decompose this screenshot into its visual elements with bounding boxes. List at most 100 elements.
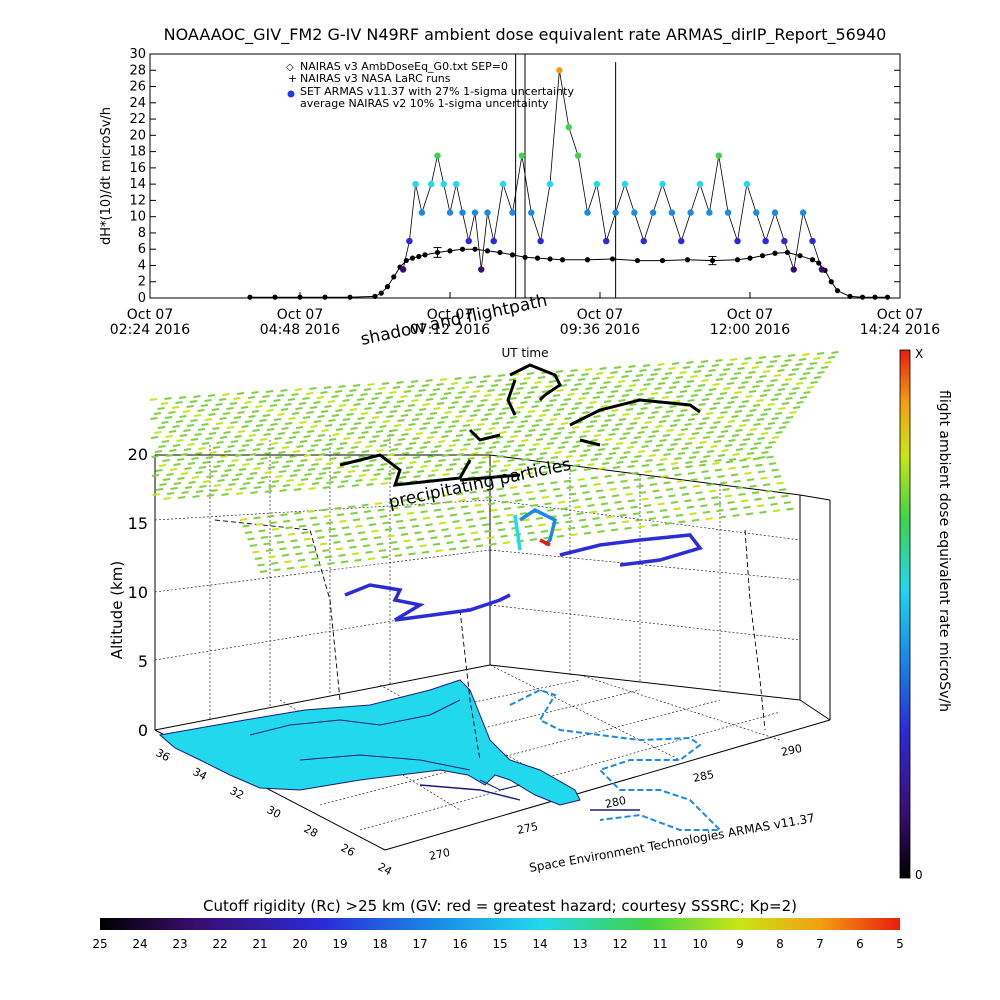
particle-mark [623, 451, 631, 454]
particle-mark [320, 508, 329, 512]
particle-mark [480, 399, 488, 402]
particle-mark [379, 425, 387, 428]
particle-mark [286, 566, 295, 570]
particle-mark [570, 388, 579, 391]
particle-mark [414, 531, 422, 535]
particle-mark [184, 486, 193, 489]
particle-mark [189, 400, 198, 403]
particle-mark [543, 466, 552, 469]
particle-mark [650, 373, 658, 376]
particle-mark [627, 465, 635, 468]
particle-mark [640, 407, 648, 410]
series-group [247, 54, 891, 300]
particle-mark [517, 425, 525, 428]
particle-mark [269, 521, 277, 525]
armas-point [412, 180, 419, 188]
particle-mark [806, 386, 815, 389]
particle-mark [706, 450, 715, 453]
particle-mark [268, 485, 276, 488]
particle-mark [313, 420, 322, 423]
particle-mark [486, 536, 495, 540]
particle-mark [767, 403, 775, 406]
particle-mark [571, 426, 580, 429]
particle-mark [762, 483, 771, 487]
particle-mark [150, 417, 158, 420]
particle-mark [343, 437, 351, 440]
particle-mark [508, 378, 517, 381]
particle-mark [323, 514, 331, 518]
rigidity-tick-label: 19 [332, 937, 347, 951]
particle-mark [466, 438, 475, 441]
particle-mark [227, 445, 235, 448]
particle-mark [419, 446, 428, 449]
particle-mark [774, 412, 783, 415]
particle-mark [473, 537, 481, 541]
particle-mark [525, 490, 534, 494]
particle-mark [513, 430, 522, 433]
particle-mark [605, 515, 614, 519]
particle-mark [422, 422, 431, 425]
particle-mark [469, 395, 477, 398]
particle-mark [594, 453, 602, 456]
particle-mark [378, 406, 387, 409]
particle-mark [373, 536, 382, 540]
particle-mark [315, 477, 323, 480]
particle-mark [431, 469, 439, 472]
particle-mark [756, 399, 764, 402]
particle-mark [619, 513, 627, 517]
particle-mark [545, 385, 553, 388]
particle-mark [314, 529, 323, 533]
particle-mark [427, 455, 435, 458]
particle-mark [198, 466, 207, 469]
lat-tick-label: 36 [154, 746, 172, 764]
rigidity-tick-label: 17 [412, 937, 427, 951]
particle-mark [572, 464, 581, 467]
particle-mark [656, 463, 664, 466]
particle-mark [758, 356, 767, 359]
particle-mark [733, 372, 742, 375]
particle-mark [774, 393, 782, 396]
particle-mark [586, 444, 595, 447]
particle-mark [276, 394, 285, 397]
particle-mark [507, 459, 515, 462]
particle-mark [505, 383, 513, 386]
particle-mark [376, 449, 384, 452]
particle-mark [564, 436, 573, 439]
armas-point [528, 209, 535, 216]
particle-mark [727, 420, 736, 423]
particle-mark [756, 418, 765, 421]
particle-mark [697, 365, 705, 368]
nairas-point [247, 294, 253, 300]
particle-mark [492, 441, 500, 444]
particle-mark [270, 423, 278, 426]
particle-mark [474, 503, 482, 507]
particle-mark [576, 459, 584, 462]
particle-mark [447, 507, 455, 510]
particle-mark [646, 510, 654, 514]
particle-mark [332, 433, 340, 436]
particle-mark [362, 544, 371, 548]
particle-mark [207, 394, 216, 397]
particle-mark [628, 365, 636, 368]
particle-mark [339, 423, 347, 426]
particle-mark [420, 510, 428, 514]
particle-mark [450, 382, 459, 385]
particle-mark [172, 444, 181, 447]
particle-mark [217, 479, 225, 482]
particle-mark [201, 442, 210, 445]
y-tick-label: 0 [138, 291, 146, 306]
particle-mark [224, 488, 233, 491]
particle-mark [569, 469, 577, 472]
particle-mark [339, 442, 348, 445]
particle-mark [186, 405, 194, 408]
particle-mark [635, 518, 643, 522]
particle-mark [325, 443, 333, 446]
particle-mark [429, 412, 438, 415]
particle-mark [481, 456, 490, 459]
particle-mark [766, 384, 775, 387]
particle-mark [251, 410, 260, 413]
armas-point [668, 209, 676, 216]
particle-mark [757, 470, 766, 474]
particle-mark [463, 443, 471, 446]
particle-mark [438, 459, 446, 462]
